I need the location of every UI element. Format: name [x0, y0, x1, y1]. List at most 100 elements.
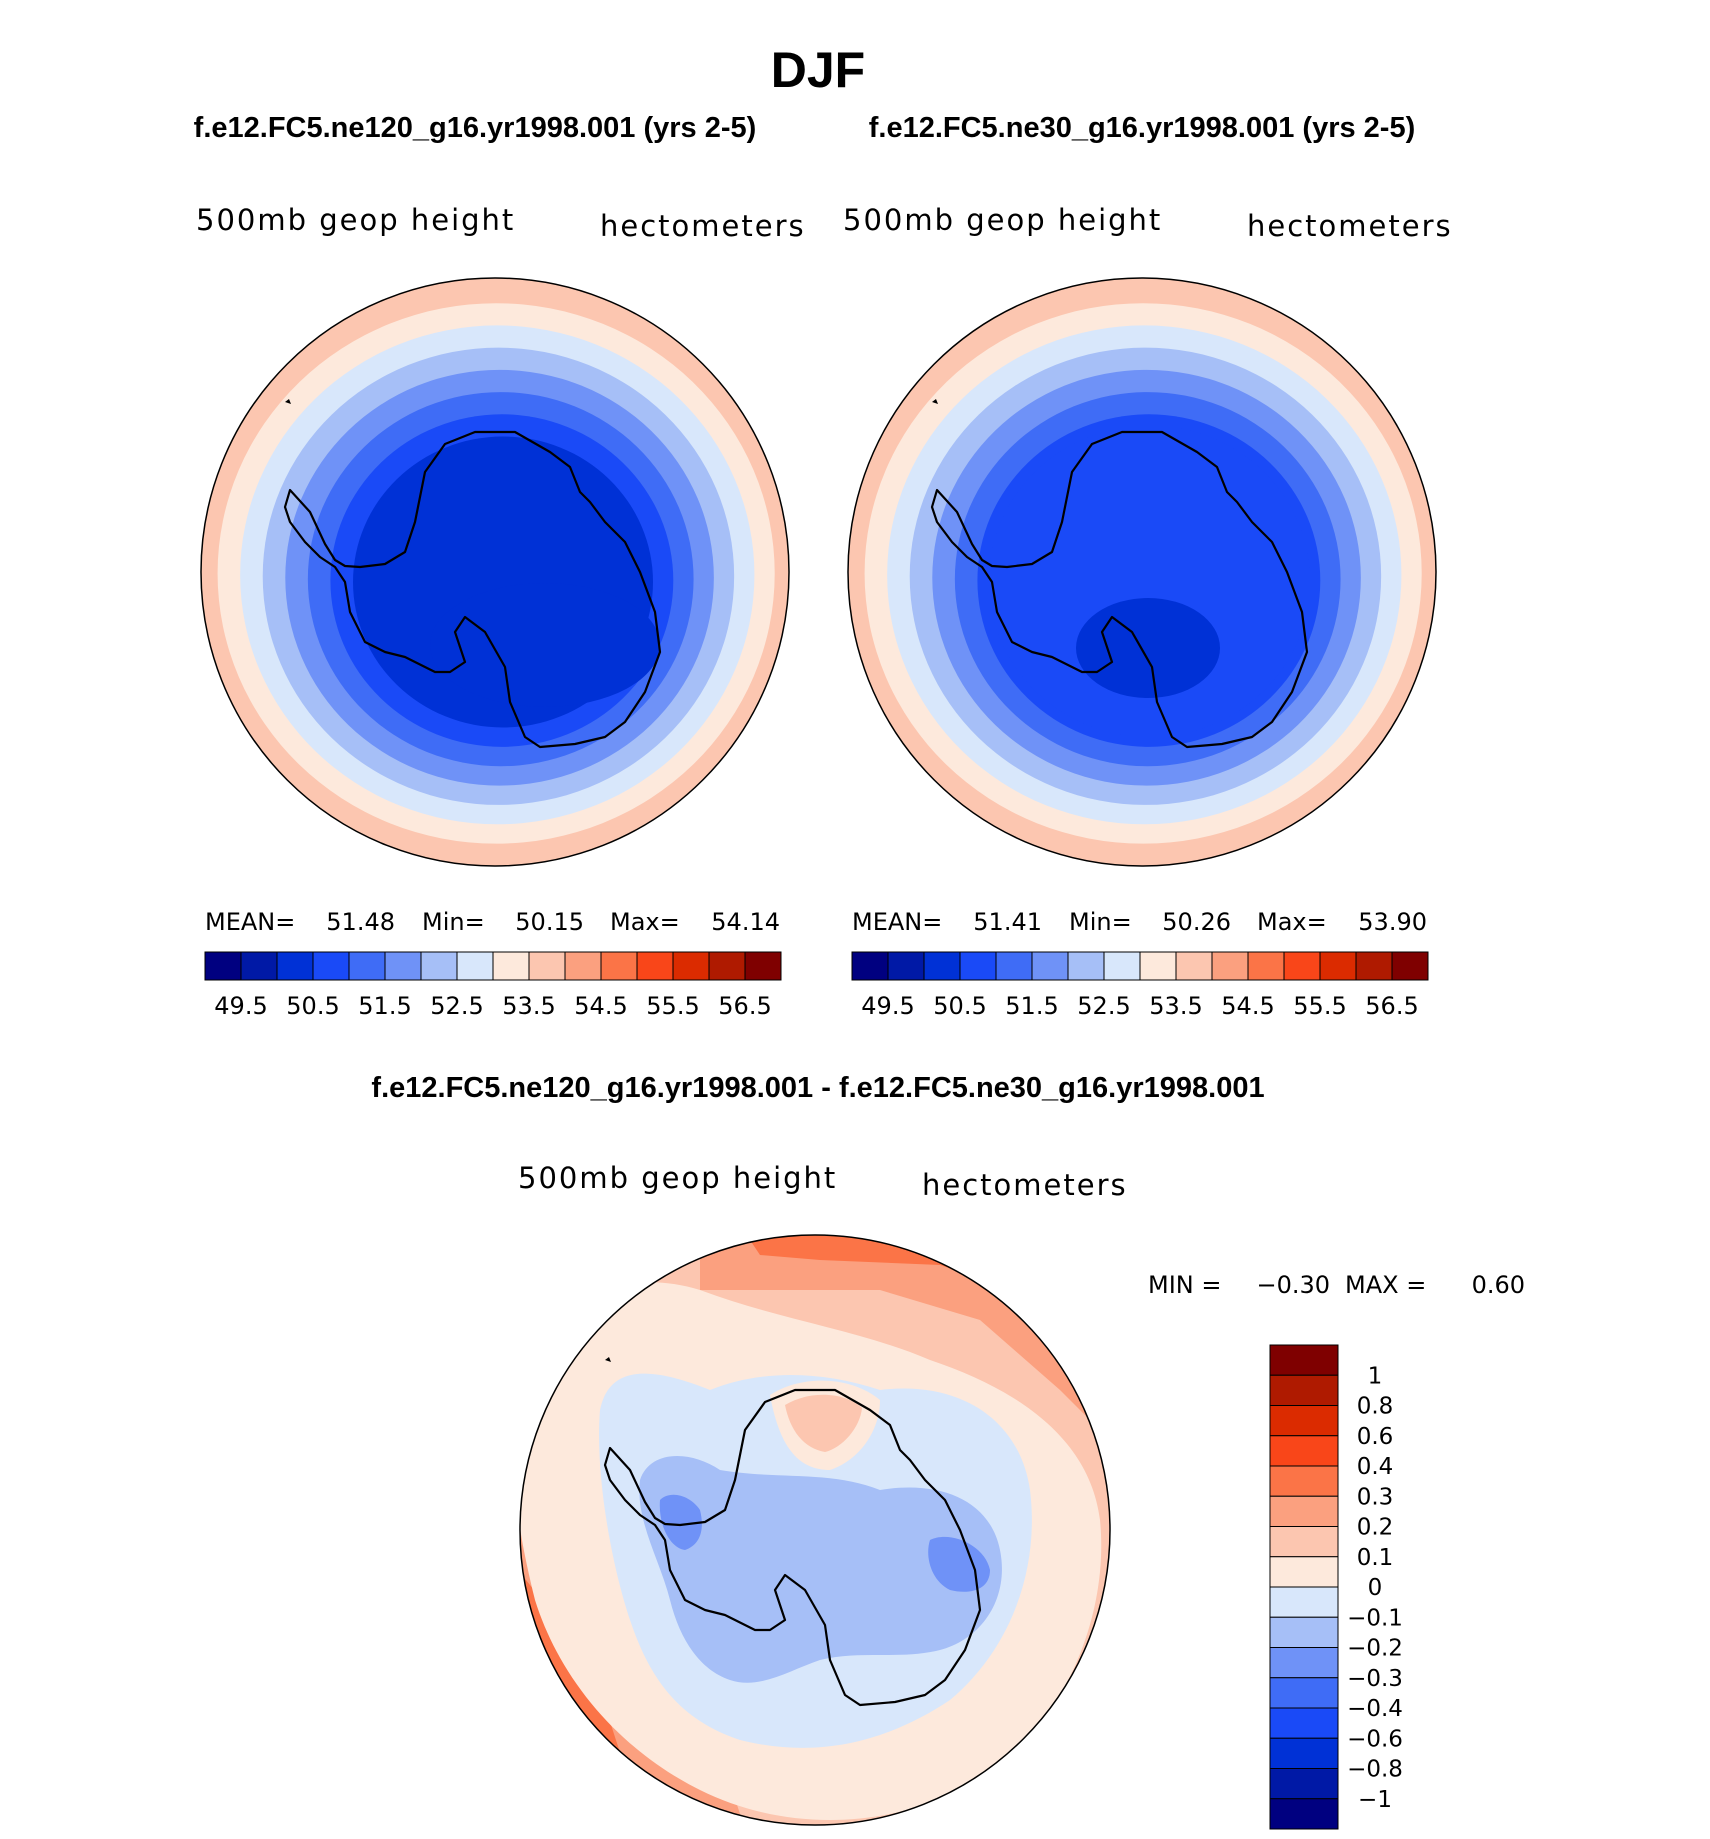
- colorbar-swatch: [564, 951, 602, 981]
- colorbar-swatch: [600, 951, 638, 981]
- colorbar-swatch: [1269, 1526, 1339, 1558]
- mean-label: MEAN=: [205, 908, 295, 936]
- min-label: Min=: [422, 908, 485, 936]
- colorbar-swatch: [1175, 951, 1213, 981]
- colorbar-swatch: [1269, 1798, 1339, 1830]
- colorbar-swatch: [708, 951, 746, 981]
- colorbar-swatch: [995, 951, 1033, 981]
- colorbar-tick-label: −0.6: [1347, 1726, 1403, 1752]
- colorbar-swatch: [384, 951, 422, 981]
- colorbar-tick-label: 50.5: [286, 992, 339, 1020]
- island: [535, 1414, 541, 1420]
- colorbar-swatch: [887, 951, 925, 981]
- max-value: 54.14: [711, 908, 780, 936]
- contour-rings: [848, 278, 1436, 866]
- colorbar-swatch: [456, 951, 494, 981]
- colorbar-swatch: [1269, 1495, 1339, 1527]
- colorbar-swatch: [1269, 1435, 1339, 1467]
- panel-ne30-variable: 500mb geop height: [843, 203, 1162, 237]
- panel-ne120-title: f.e12.FC5.ne120_g16.yr1998.001 (yrs 2-5): [194, 112, 757, 144]
- positive-interior-0.2: [785, 1394, 862, 1452]
- colorbar: 49.5 50.5 51.5 52.5 53.5 54.5 55.5 56.5: [204, 951, 782, 1020]
- colorbar-swatch: [1067, 951, 1105, 981]
- colorbar-swatch: [528, 951, 566, 981]
- colorbar-swatch: [204, 951, 242, 981]
- colorbar-swatch: [1355, 951, 1393, 981]
- panel-ne30-title: f.e12.FC5.ne30_g16.yr1998.001 (yrs 2-5): [869, 112, 1416, 144]
- colorbar-tick-label: 0.6: [1357, 1424, 1394, 1450]
- min-value: 50.26: [1162, 908, 1231, 936]
- colorbar-tick-label: 49.5: [214, 992, 267, 1020]
- panel-diff-variable: 500mb geop height: [518, 1161, 837, 1195]
- colorbar-tick-label: −0.3: [1347, 1666, 1403, 1692]
- contour-rings: [201, 278, 789, 866]
- island: [285, 399, 291, 404]
- colorbar-tick-label: 1: [1368, 1363, 1383, 1389]
- colorbar-swatch: [1283, 951, 1321, 981]
- colorbar-swatch: [1269, 1374, 1339, 1406]
- panel-ne30-units: hectometers: [1247, 209, 1453, 243]
- colorbar-swatch: [1269, 1586, 1339, 1618]
- colorbar-tick-label: −0.8: [1347, 1757, 1403, 1783]
- contour-ring-50.5: [988, 425, 1311, 738]
- colorbar-swatch: [1247, 951, 1285, 981]
- colorbar-tick-label: 53.5: [502, 992, 555, 1020]
- map-boundary: [519, 1234, 1111, 1826]
- colorbar-tick-label: 0.2: [1357, 1515, 1394, 1541]
- colorbar-swatch: [420, 951, 458, 981]
- colorbar-tick-label: 56.5: [1365, 992, 1418, 1020]
- max-label: Max=: [1257, 908, 1327, 936]
- colorbar-tick-label: 0.3: [1357, 1484, 1394, 1510]
- colorbar-tick-label: −0.2: [1347, 1636, 1403, 1662]
- max-value: 0.60: [1472, 1271, 1525, 1299]
- colorbar-swatch: [1391, 951, 1429, 981]
- colorbar-swatch: [744, 951, 782, 981]
- colorbar-swatch: [636, 951, 674, 981]
- island: [862, 456, 868, 462]
- island: [605, 1357, 611, 1362]
- colorbar-swatch: [959, 951, 997, 981]
- colorbar: 49.5 50.5 51.5 52.5 53.5 54.5 55.5 56.5: [851, 951, 1429, 1020]
- colorbar-tick-label: −1: [1358, 1787, 1392, 1813]
- min-label: Min=: [1069, 908, 1132, 936]
- colorbar-swatch: [1103, 951, 1141, 981]
- coastline-path: [283, 430, 662, 749]
- colorbar-tick-label: −0.4: [1347, 1696, 1403, 1722]
- colorbar-tick-label: 0.1: [1357, 1545, 1394, 1571]
- vertical-colorbar: 1 0.8 0.6 0.4 0.3 0.2 0.1 0 −0.1 −0.2 −0.3 −0.4 −0.6…: [1269, 1344, 1403, 1830]
- panel-ne30-stats: MEAN= 51.41 Min= 50.26 Max= 53.90: [852, 908, 1427, 936]
- colorbar-tick-label: 54.5: [574, 992, 627, 1020]
- panel-ne120-variable: 500mb geop height: [196, 203, 515, 237]
- colorbar-swatch: [1269, 1556, 1339, 1588]
- colorbar-swatch: [1031, 951, 1069, 981]
- colorbar-tick-label: 56.5: [718, 992, 771, 1020]
- colorbar-tick-label: 52.5: [430, 992, 483, 1020]
- colorbar-swatch: [851, 951, 889, 981]
- panel-ne30: f.e12.FC5.ne30_g16.yr1998.001 (yrs 2-5) …: [843, 112, 1453, 1020]
- colorbar-tick-label: 49.5: [861, 992, 914, 1020]
- colorbar-swatch: [1319, 951, 1357, 981]
- min-value: −0.30: [1256, 1271, 1330, 1299]
- figure-title: DJF: [771, 42, 865, 98]
- colorbar-tick-label: 55.5: [646, 992, 699, 1020]
- colorbar-tick-label: 54.5: [1221, 992, 1274, 1020]
- colorbar-swatch: [1269, 1465, 1339, 1497]
- max-label: Max=: [610, 908, 680, 936]
- colorbar-swatch: [1269, 1707, 1339, 1739]
- colorbar-tick-label: 52.5: [1077, 992, 1130, 1020]
- colorbar-swatch: [1139, 951, 1177, 981]
- colorbar-swatch: [1269, 1677, 1339, 1709]
- panel-diff-map: [520, 1235, 1110, 1825]
- colorbar-swatch: [923, 951, 961, 981]
- mean-value: 51.48: [326, 908, 395, 936]
- mean-label: MEAN=: [852, 908, 942, 936]
- colorbar-swatch: [672, 951, 710, 981]
- min-contour-blob: [430, 583, 660, 707]
- colorbar-tick-label: 51.5: [358, 992, 411, 1020]
- island: [215, 456, 221, 462]
- panel-diff-units: hectometers: [922, 1168, 1128, 1202]
- colorbar-swatch: [1211, 951, 1249, 981]
- neg-band-0.2: [639, 1456, 1002, 1683]
- panel-ne30-map: [848, 278, 1436, 866]
